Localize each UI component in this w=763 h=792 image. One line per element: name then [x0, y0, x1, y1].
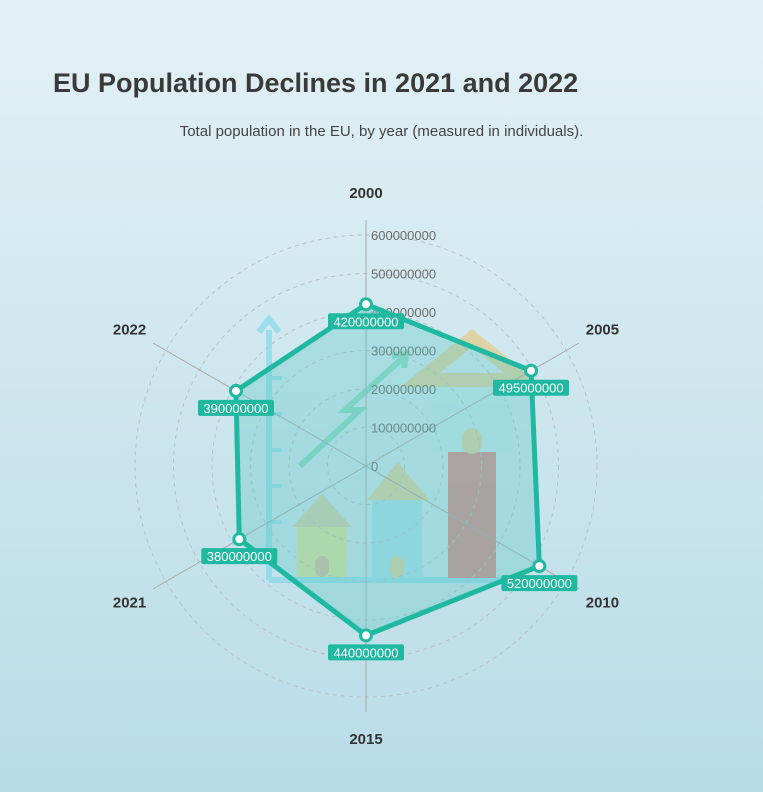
data-label-2022: 390000000: [197, 399, 274, 416]
data-label-2010: 520000000: [501, 575, 578, 592]
data-point-2010: [532, 559, 547, 574]
category-labels: 2000 2005 2010 2015 2021 2022: [113, 185, 619, 748]
data-label-bg: [328, 313, 404, 330]
data-label-text: 390000000: [203, 401, 268, 416]
data-label-text: 380000000: [207, 549, 272, 564]
grid-ring: [327, 427, 405, 505]
data-label-2021: 380000000: [201, 548, 278, 565]
data-label-text: 495000000: [499, 381, 564, 396]
data-point-2021: [232, 532, 247, 547]
data-point-2015: [359, 628, 373, 643]
data-label-bg: [328, 644, 404, 661]
radial-tick-labels: 0100000000200000000300000000400000000500…: [371, 228, 436, 474]
data-label-bg: [501, 575, 578, 592]
tick-label: 300000000: [371, 344, 436, 359]
data-point-2022: [228, 383, 243, 398]
data-label-2000: 420000000: [328, 313, 404, 330]
data-label-text: 440000000: [333, 645, 398, 660]
spoke-2021: [152, 465, 367, 590]
illustration-trend-arrow: [297, 353, 408, 469]
data-labels: 420000000 495000000 520000000 440000000 3800…: [197, 313, 578, 661]
tick-label: 0: [371, 459, 378, 474]
illustration-house-small: [292, 494, 352, 577]
tick-label: 100000000: [371, 421, 436, 436]
category-label-2015: 2015: [349, 731, 382, 748]
illustration-house-medium: [367, 462, 429, 578]
tick-label: 200000000: [371, 382, 436, 397]
data-label-bg: [197, 399, 274, 416]
series-polygon-group: [233, 301, 542, 638]
category-label-2000: 2000: [349, 185, 382, 202]
category-label-2022: 2022: [113, 322, 146, 339]
category-label-2021: 2021: [113, 595, 146, 612]
series-polygon: [233, 301, 542, 638]
chart-title: EU Population Declines in 2021 and 2022: [53, 68, 579, 98]
data-points: [228, 297, 547, 643]
data-point-2005: [524, 363, 539, 378]
category-label-2010: 2010: [586, 595, 619, 612]
data-label-text: 520000000: [507, 576, 572, 591]
category-label-2005: 2005: [586, 322, 619, 339]
tick-label: 500000000: [371, 267, 436, 282]
chart-subtitle: Total population in the EU, by year (mea…: [179, 123, 584, 140]
data-point-2000: [359, 297, 373, 312]
background-illustration: [256, 314, 544, 583]
data-label-2005: 495000000: [493, 379, 570, 396]
grid-ring: [250, 350, 482, 582]
spoke-2005: [365, 342, 580, 467]
tick-label: 600000000: [371, 228, 436, 243]
data-label-2015: 440000000: [328, 644, 404, 661]
data-label-text: 420000000: [333, 314, 398, 329]
data-label-bg: [201, 548, 278, 565]
data-label-bg: [493, 379, 570, 396]
